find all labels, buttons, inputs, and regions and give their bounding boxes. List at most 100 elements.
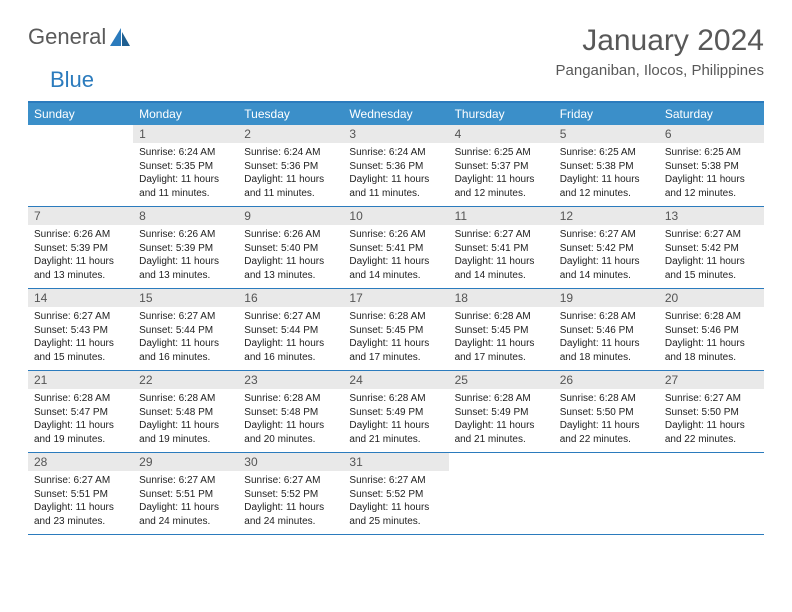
day-content: Sunrise: 6:28 AMSunset: 5:45 PMDaylight:… <box>343 307 448 370</box>
day-cell <box>554 453 659 534</box>
day-cell: 23Sunrise: 6:28 AMSunset: 5:48 PMDayligh… <box>238 371 343 452</box>
sunset-text: Sunset: 5:45 PM <box>455 324 548 338</box>
day-cell <box>28 125 133 206</box>
sunrise-text: Sunrise: 6:27 AM <box>34 310 127 324</box>
day-cell: 26Sunrise: 6:28 AMSunset: 5:50 PMDayligh… <box>554 371 659 452</box>
daylight-text: Daylight: 11 hours and 16 minutes. <box>139 337 232 364</box>
day-header-monday: Monday <box>133 103 238 125</box>
day-number: 8 <box>133 207 238 225</box>
sunrise-text: Sunrise: 6:27 AM <box>665 392 758 406</box>
day-cell: 30Sunrise: 6:27 AMSunset: 5:52 PMDayligh… <box>238 453 343 534</box>
sunset-text: Sunset: 5:44 PM <box>139 324 232 338</box>
sunrise-text: Sunrise: 6:24 AM <box>139 146 232 160</box>
day-number: 27 <box>659 371 764 389</box>
daylight-text: Daylight: 11 hours and 18 minutes. <box>560 337 653 364</box>
day-number: 24 <box>343 371 448 389</box>
sunrise-text: Sunrise: 6:27 AM <box>349 474 442 488</box>
day-cell: 8Sunrise: 6:26 AMSunset: 5:39 PMDaylight… <box>133 207 238 288</box>
daylight-text: Daylight: 11 hours and 22 minutes. <box>560 419 653 446</box>
day-content: Sunrise: 6:26 AMSunset: 5:39 PMDaylight:… <box>133 225 238 288</box>
sunset-text: Sunset: 5:42 PM <box>665 242 758 256</box>
sunset-text: Sunset: 5:52 PM <box>244 488 337 502</box>
daylight-text: Daylight: 11 hours and 21 minutes. <box>455 419 548 446</box>
sunset-text: Sunset: 5:43 PM <box>34 324 127 338</box>
sunrise-text: Sunrise: 6:28 AM <box>560 392 653 406</box>
day-number: 15 <box>133 289 238 307</box>
day-content: Sunrise: 6:27 AMSunset: 5:51 PMDaylight:… <box>28 471 133 534</box>
day-number: 10 <box>343 207 448 225</box>
daylight-text: Daylight: 11 hours and 17 minutes. <box>349 337 442 364</box>
sunrise-text: Sunrise: 6:26 AM <box>349 228 442 242</box>
day-number: 30 <box>238 453 343 471</box>
daylight-text: Daylight: 11 hours and 24 minutes. <box>244 501 337 528</box>
sunrise-text: Sunrise: 6:28 AM <box>34 392 127 406</box>
sunrise-text: Sunrise: 6:27 AM <box>665 228 758 242</box>
day-cell: 18Sunrise: 6:28 AMSunset: 5:45 PMDayligh… <box>449 289 554 370</box>
week-row: 28Sunrise: 6:27 AMSunset: 5:51 PMDayligh… <box>28 453 764 535</box>
sunset-text: Sunset: 5:42 PM <box>560 242 653 256</box>
day-content: Sunrise: 6:28 AMSunset: 5:47 PMDaylight:… <box>28 389 133 452</box>
day-content: Sunrise: 6:27 AMSunset: 5:42 PMDaylight:… <box>554 225 659 288</box>
day-cell: 24Sunrise: 6:28 AMSunset: 5:49 PMDayligh… <box>343 371 448 452</box>
sunset-text: Sunset: 5:46 PM <box>665 324 758 338</box>
sunset-text: Sunset: 5:48 PM <box>139 406 232 420</box>
day-header-friday: Friday <box>554 103 659 125</box>
day-content: Sunrise: 6:28 AMSunset: 5:45 PMDaylight:… <box>449 307 554 370</box>
daylight-text: Daylight: 11 hours and 16 minutes. <box>244 337 337 364</box>
day-number: 28 <box>28 453 133 471</box>
day-number: 6 <box>659 125 764 143</box>
month-title: January 2024 <box>556 24 764 58</box>
day-content: Sunrise: 6:28 AMSunset: 5:49 PMDaylight:… <box>343 389 448 452</box>
daylight-text: Daylight: 11 hours and 25 minutes. <box>349 501 442 528</box>
sunrise-text: Sunrise: 6:28 AM <box>665 310 758 324</box>
day-cell: 27Sunrise: 6:27 AMSunset: 5:50 PMDayligh… <box>659 371 764 452</box>
calendar: Sunday Monday Tuesday Wednesday Thursday… <box>28 101 764 535</box>
day-number: 13 <box>659 207 764 225</box>
sunset-text: Sunset: 5:39 PM <box>34 242 127 256</box>
sunset-text: Sunset: 5:41 PM <box>349 242 442 256</box>
day-header-wednesday: Wednesday <box>343 103 448 125</box>
day-cell: 10Sunrise: 6:26 AMSunset: 5:41 PMDayligh… <box>343 207 448 288</box>
day-number: 7 <box>28 207 133 225</box>
day-cell <box>659 453 764 534</box>
sunset-text: Sunset: 5:40 PM <box>244 242 337 256</box>
day-content: Sunrise: 6:27 AMSunset: 5:43 PMDaylight:… <box>28 307 133 370</box>
sunset-text: Sunset: 5:35 PM <box>139 160 232 174</box>
day-cell: 22Sunrise: 6:28 AMSunset: 5:48 PMDayligh… <box>133 371 238 452</box>
daylight-text: Daylight: 11 hours and 20 minutes. <box>244 419 337 446</box>
day-number: 2 <box>238 125 343 143</box>
sunrise-text: Sunrise: 6:26 AM <box>244 228 337 242</box>
day-cell: 19Sunrise: 6:28 AMSunset: 5:46 PMDayligh… <box>554 289 659 370</box>
day-content: Sunrise: 6:28 AMSunset: 5:46 PMDaylight:… <box>659 307 764 370</box>
sunrise-text: Sunrise: 6:28 AM <box>244 392 337 406</box>
day-number: 14 <box>28 289 133 307</box>
sunrise-text: Sunrise: 6:27 AM <box>34 474 127 488</box>
day-content: Sunrise: 6:24 AMSunset: 5:36 PMDaylight:… <box>238 143 343 206</box>
day-header-thursday: Thursday <box>449 103 554 125</box>
day-content: Sunrise: 6:27 AMSunset: 5:44 PMDaylight:… <box>238 307 343 370</box>
day-cell <box>449 453 554 534</box>
sunrise-text: Sunrise: 6:26 AM <box>34 228 127 242</box>
sunrise-text: Sunrise: 6:24 AM <box>244 146 337 160</box>
day-cell: 2Sunrise: 6:24 AMSunset: 5:36 PMDaylight… <box>238 125 343 206</box>
daylight-text: Daylight: 11 hours and 12 minutes. <box>455 173 548 200</box>
logo-text-blue: Blue <box>50 67 94 92</box>
day-content: Sunrise: 6:27 AMSunset: 5:44 PMDaylight:… <box>133 307 238 370</box>
sunset-text: Sunset: 5:41 PM <box>455 242 548 256</box>
week-row: 1Sunrise: 6:24 AMSunset: 5:35 PMDaylight… <box>28 125 764 207</box>
daylight-text: Daylight: 11 hours and 12 minutes. <box>560 173 653 200</box>
daylight-text: Daylight: 11 hours and 13 minutes. <box>34 255 127 282</box>
sunrise-text: Sunrise: 6:27 AM <box>139 310 232 324</box>
day-cell: 28Sunrise: 6:27 AMSunset: 5:51 PMDayligh… <box>28 453 133 534</box>
sunset-text: Sunset: 5:51 PM <box>34 488 127 502</box>
day-cell: 13Sunrise: 6:27 AMSunset: 5:42 PMDayligh… <box>659 207 764 288</box>
week-row: 14Sunrise: 6:27 AMSunset: 5:43 PMDayligh… <box>28 289 764 371</box>
day-cell: 4Sunrise: 6:25 AMSunset: 5:37 PMDaylight… <box>449 125 554 206</box>
sunset-text: Sunset: 5:36 PM <box>349 160 442 174</box>
daylight-text: Daylight: 11 hours and 13 minutes. <box>244 255 337 282</box>
day-number: 18 <box>449 289 554 307</box>
weeks-container: 1Sunrise: 6:24 AMSunset: 5:35 PMDaylight… <box>28 125 764 535</box>
sunrise-text: Sunrise: 6:28 AM <box>349 310 442 324</box>
sunrise-text: Sunrise: 6:28 AM <box>139 392 232 406</box>
sunrise-text: Sunrise: 6:27 AM <box>455 228 548 242</box>
